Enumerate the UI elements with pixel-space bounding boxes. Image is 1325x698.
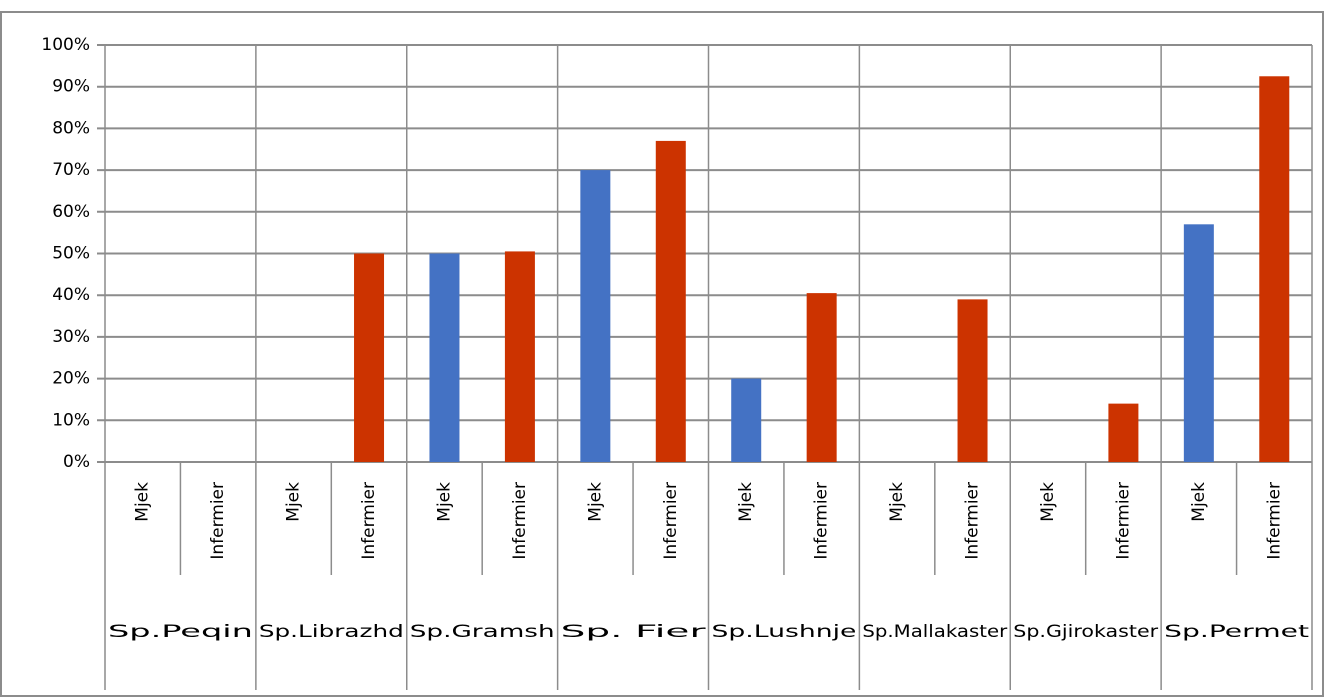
x-tick-label: Mjek [736, 482, 756, 522]
bar [655, 140, 686, 462]
x-tick-label: Mjek [284, 482, 304, 522]
group-label: Sp.Mallakaster [862, 622, 1007, 642]
bar [1108, 403, 1139, 462]
bar [504, 251, 535, 462]
y-tick-label: 30% [52, 327, 90, 347]
group-label: Sp.Librazhd [259, 622, 404, 642]
group-label: Sp.Gramsh [410, 622, 555, 642]
y-tick-label: 70% [52, 160, 90, 180]
y-tick-label: 20% [52, 369, 90, 389]
x-tick-label: Mjek [1038, 482, 1058, 522]
y-tick-label: 100% [41, 35, 90, 55]
bar [580, 170, 611, 462]
x-tick-label: Mjek [434, 482, 454, 522]
bar [1259, 76, 1290, 463]
y-tick-label: 60% [52, 202, 90, 222]
group-label: Sp.Gjirokaster [1013, 622, 1158, 642]
x-tick-label: Infermier [812, 482, 832, 560]
x-tick-label: Infermier [359, 482, 379, 560]
bar [806, 293, 837, 462]
x-tick-label: Infermier [1113, 482, 1133, 560]
x-tick-label: Mjek [585, 482, 605, 522]
bar [1183, 224, 1214, 462]
group-label: Sp. Fier [561, 622, 706, 642]
y-tick-label: 10% [52, 410, 90, 430]
y-tick-label: 90% [52, 77, 90, 97]
x-tick-label: Infermier [1264, 482, 1284, 560]
bar [429, 253, 460, 462]
y-tick-label: 80% [52, 118, 90, 138]
bar [957, 299, 988, 462]
x-tick-label: Infermier [510, 482, 530, 560]
y-tick-label: 40% [52, 285, 90, 305]
x-tick-label: Infermier [963, 482, 983, 560]
group-label: Sp.Permet [1164, 622, 1309, 642]
x-tick-label: Mjek [887, 482, 907, 522]
x-tick-label: Mjek [1189, 482, 1209, 522]
bar [354, 253, 385, 462]
y-tick-label: 50% [52, 244, 90, 264]
bar [731, 378, 762, 462]
group-label: Sp.Peqin [108, 622, 253, 642]
x-tick-label: Infermier [661, 482, 681, 560]
x-tick-label: Mjek [133, 482, 153, 522]
x-tick-label: Infermier [208, 482, 228, 560]
group-label: Sp.Lushnje [712, 622, 857, 642]
y-tick-label: 0% [63, 452, 90, 472]
